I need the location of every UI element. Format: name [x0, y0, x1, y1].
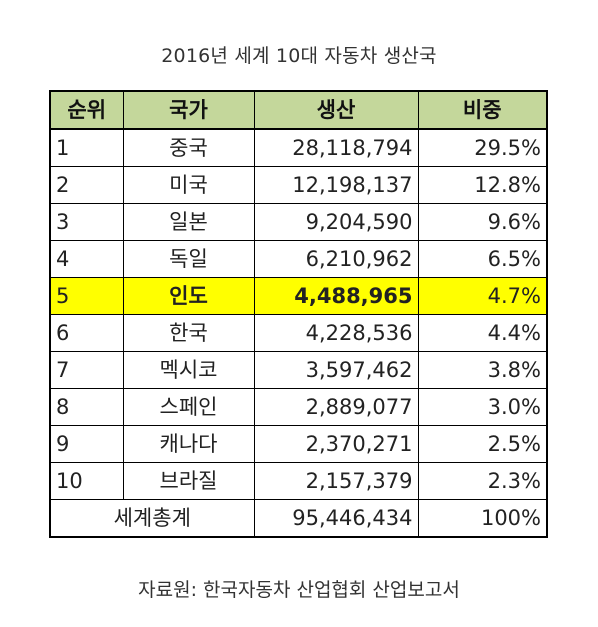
cell-production: 2,157,379 — [253, 462, 419, 500]
cell-share: 3.8% — [417, 351, 548, 389]
cell-rank: 10 — [49, 462, 124, 500]
cell-share: 6.5% — [417, 240, 548, 278]
table-row: 3 일본 9,204,590 9.6% — [49, 203, 548, 241]
table-row: 10 브라질 2,157,379 2.3% — [49, 462, 548, 500]
table-row: 6 한국 4,228,536 4.4% — [49, 314, 548, 352]
cell-rank: 2 — [49, 166, 124, 204]
table-row-highlighted: 5 인도 4,488,965 4.7% — [49, 277, 548, 315]
table-row: 8 스페인 2,889,077 3.0% — [49, 388, 548, 426]
cell-share: 4.4% — [417, 314, 548, 352]
cell-production: 4,228,536 — [253, 314, 419, 352]
cell-rank: 5 — [49, 277, 124, 315]
cell-country: 브라질 — [122, 462, 255, 500]
cell-rank: 8 — [49, 388, 124, 426]
total-label: 세계총계 — [49, 499, 255, 538]
cell-rank: 1 — [49, 128, 124, 167]
cell-share: 2.5% — [417, 425, 548, 463]
cell-production: 12,198,137 — [253, 166, 419, 204]
cell-country: 캐나다 — [122, 425, 255, 463]
cell-production: 6,210,962 — [253, 240, 419, 278]
total-row: 세계총계 95,446,434 100% — [49, 499, 548, 538]
table-row: 1 중국 28,118,794 29.5% — [49, 128, 548, 167]
cell-share: 9.6% — [417, 203, 548, 241]
header-share: 비중 — [417, 90, 548, 130]
cell-country: 한국 — [122, 314, 255, 352]
cell-country: 독일 — [122, 240, 255, 278]
total-production: 95,446,434 — [253, 499, 419, 538]
header-production: 생산 — [253, 90, 419, 130]
cell-share: 12.8% — [417, 166, 548, 204]
cell-share: 4.7% — [417, 277, 548, 315]
cell-production: 2,889,077 — [253, 388, 419, 426]
cell-rank: 7 — [49, 351, 124, 389]
header-country: 국가 — [122, 90, 255, 130]
header-row: 순위 국가 생산 비중 — [49, 90, 548, 130]
table-row: 4 독일 6,210,962 6.5% — [49, 240, 548, 278]
cell-share: 3.0% — [417, 388, 548, 426]
total-share: 100% — [417, 499, 548, 538]
header-rank: 순위 — [49, 90, 124, 130]
cell-country: 미국 — [122, 166, 255, 204]
cell-production: 4,488,965 — [253, 277, 419, 315]
cell-rank: 6 — [49, 314, 124, 352]
cell-rank: 9 — [49, 425, 124, 463]
cell-country: 인도 — [122, 277, 255, 315]
table-title: 2016년 세계 10대 자동차 생산국 — [161, 45, 437, 67]
cell-production: 28,118,794 — [253, 128, 419, 167]
cell-country: 중국 — [122, 128, 255, 167]
cell-rank: 4 — [49, 240, 124, 278]
table-row: 9 캐나다 2,370,271 2.5% — [49, 425, 548, 463]
cell-country: 멕시코 — [122, 351, 255, 389]
source-note: 자료원: 한국자동차 산업협회 산업보고서 — [138, 579, 460, 601]
cell-production: 2,370,271 — [253, 425, 419, 463]
cell-production: 9,204,590 — [253, 203, 419, 241]
production-table: 순위 국가 생산 비중 1 중국 28,118,794 29.5% 2 미국 1… — [49, 90, 548, 538]
cell-country: 일본 — [122, 203, 255, 241]
cell-production: 3,597,462 — [253, 351, 419, 389]
cell-share: 2.3% — [417, 462, 548, 500]
cell-share: 29.5% — [417, 128, 548, 167]
table-row: 2 미국 12,198,137 12.8% — [49, 166, 548, 204]
cell-country: 스페인 — [122, 388, 255, 426]
table-row: 7 멕시코 3,597,462 3.8% — [49, 351, 548, 389]
cell-rank: 3 — [49, 203, 124, 241]
